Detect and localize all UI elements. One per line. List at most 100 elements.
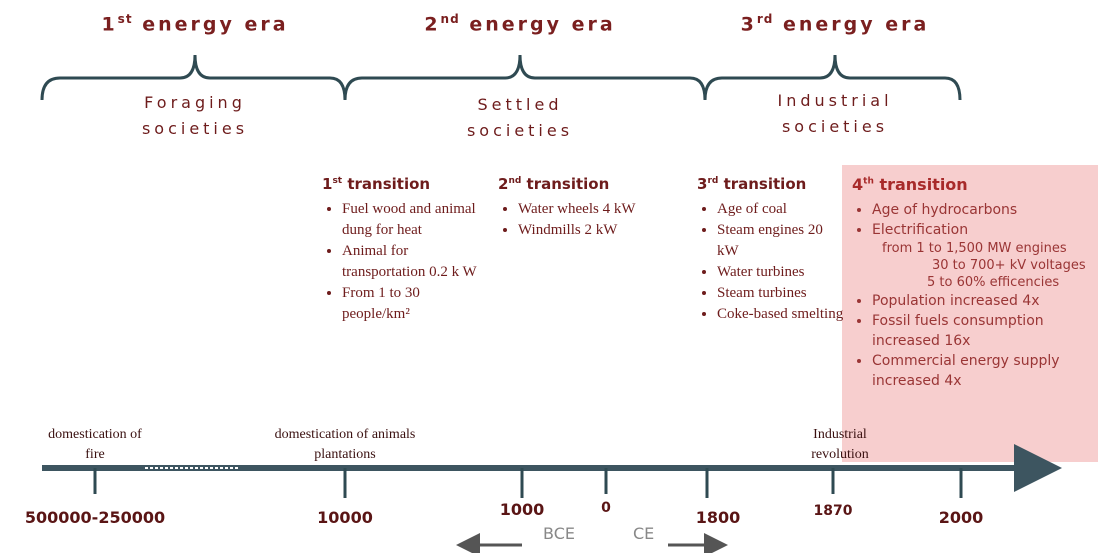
transition-item: Steam engines 20 kW — [717, 220, 847, 262]
transition-item: Water wheels 4 kW — [518, 199, 643, 220]
tick-label: 1000 — [499, 500, 545, 519]
transition-item: Windmills 2 kW — [518, 220, 643, 241]
transition-items: Water wheels 4 kW Windmills 2 kW — [498, 199, 643, 241]
society-line: societies — [466, 121, 574, 140]
society-line: societies — [781, 117, 889, 136]
transition-suffix: nd — [508, 176, 522, 186]
item-text: Steam engines 20 kW — [717, 222, 823, 259]
event-label: domestication of fire — [48, 425, 142, 465]
transition-item: Coke-based smelting — [717, 304, 847, 325]
era-number: 3 — [740, 13, 757, 36]
era-suffix: rd — [756, 12, 774, 26]
society-label: Settled societies — [467, 92, 573, 144]
transition-item: Population increased 4x — [872, 291, 1092, 311]
transition-heading: 4th transition — [852, 175, 1092, 194]
item-text: Water wheels 4 kW — [518, 201, 636, 217]
item-text: Animal for transportation 0.2 k W — [342, 243, 477, 280]
transition-number: 3 — [697, 175, 708, 193]
event-line: fire — [85, 447, 105, 462]
society-line: societies — [141, 119, 249, 138]
brace — [703, 54, 962, 101]
direction-label: CE — [633, 524, 655, 543]
era-label: energy era — [783, 13, 930, 36]
transition-item: Fuel wood and animal dung for heat — [342, 199, 482, 241]
item-text: Age of coal — [717, 201, 787, 217]
society-line: Industrial — [777, 91, 893, 110]
era-number: 1 — [101, 13, 118, 36]
transition: 2nd transition Water wheels 4 kW Windmills… — [498, 175, 643, 241]
transition-heading: 3rd transition — [697, 175, 847, 193]
transition: 1st transition Fuel wood and animal dung … — [322, 175, 482, 325]
transition-label: transition — [347, 175, 431, 193]
transition-label: transition — [879, 175, 968, 194]
transition-item: Animal for transportation 0.2 k W — [342, 241, 482, 283]
transition-item: Fossil fuels consumption increased 16x — [872, 311, 1092, 351]
highlight-box — [842, 165, 1098, 462]
event-line: revolution — [811, 447, 869, 462]
transition-label: transition — [526, 175, 610, 193]
item-detail: 30 to 700+ kV voltages — [932, 258, 1086, 273]
tick-label: 1870 — [813, 503, 853, 519]
transition-item: Age of hydrocarbons — [872, 200, 1092, 220]
tick-label: 500000-250000 — [24, 508, 166, 527]
event-line: domestication of animals — [274, 427, 416, 442]
transition-item: Water turbines — [717, 262, 847, 283]
society-line: Foraging — [144, 93, 246, 112]
item-text: Fossil fuels consumption increased 16x — [872, 313, 1044, 349]
transition-suffix: st — [332, 176, 343, 186]
transition-items: Age of coal Steam engines 20 kW Water turb… — [697, 199, 847, 325]
brace — [40, 54, 347, 101]
transition-items: Fuel wood and animal dung for heat Animal… — [322, 199, 482, 325]
era-suffix: st — [117, 12, 133, 26]
transition-item: Commercial energy supply increased 4x — [872, 351, 1092, 391]
item-text: Population increased 4x — [872, 293, 1040, 309]
event-line: domestication of — [48, 427, 142, 442]
transition-item: Age of coal — [717, 199, 847, 220]
transition: 3rd transition Age of coal Steam engines 2… — [697, 175, 847, 325]
item-text: Electrification — [872, 222, 969, 238]
tick-label: 2000 — [938, 508, 984, 527]
transition-item: Electrification from 1 to 1,500 MW engine… — [872, 220, 1092, 291]
tick-label: 0 — [601, 500, 611, 516]
item-text: Commercial energy supply increased 4x — [872, 353, 1060, 389]
event-label: Industrial revolution — [811, 425, 869, 465]
era-label: energy era — [469, 13, 616, 36]
item-text: Age of hydrocarbons — [872, 202, 1018, 218]
event-line: Industrial — [813, 427, 867, 442]
transition-suffix: rd — [707, 176, 719, 186]
society-label: Foraging societies — [142, 90, 248, 142]
transition-suffix: th — [863, 176, 874, 187]
event-label: domestication of animals plantations — [275, 425, 416, 465]
direction-label: BCE — [543, 524, 575, 543]
transition-number: 1 — [322, 175, 333, 193]
brace — [343, 54, 707, 101]
item-text: Windmills 2 kW — [518, 222, 618, 238]
era-number: 2 — [424, 13, 441, 36]
society-line: Settled — [477, 95, 563, 114]
tick-label: 1800 — [695, 508, 741, 527]
item-detail: from 1 to 1,500 MW engines — [882, 241, 1067, 256]
era-title: 2nd energy era — [424, 12, 615, 35]
transition-label: transition — [723, 175, 807, 193]
tick-label: 10000 — [317, 508, 373, 527]
transition-heading: 1st transition — [322, 175, 482, 193]
society-label: Industrial societies — [777, 88, 892, 140]
era-title: 3rd energy era — [741, 12, 930, 35]
transition-number: 4 — [852, 175, 864, 194]
transition-heading: 2nd transition — [498, 175, 643, 193]
era-suffix: nd — [440, 12, 460, 26]
transition: 4th transition Age of hydrocarbons Electri… — [852, 175, 1092, 391]
item-text: Steam turbines — [717, 285, 807, 301]
transition-items: Age of hydrocarbons Electrification from 1… — [852, 200, 1092, 391]
era-label: energy era — [142, 13, 289, 36]
item-text: Coke-based smelting — [717, 306, 844, 322]
transition-item: From 1 to 30 people/km² — [342, 283, 482, 325]
item-text: Water turbines — [717, 264, 805, 280]
era-title: 1st energy era — [101, 12, 288, 35]
item-detail: 5 to 60% efficencies — [927, 275, 1060, 290]
transition-number: 2 — [498, 175, 509, 193]
item-text: Fuel wood and animal dung for heat — [342, 201, 476, 238]
transition-item: Steam turbines — [717, 283, 847, 304]
